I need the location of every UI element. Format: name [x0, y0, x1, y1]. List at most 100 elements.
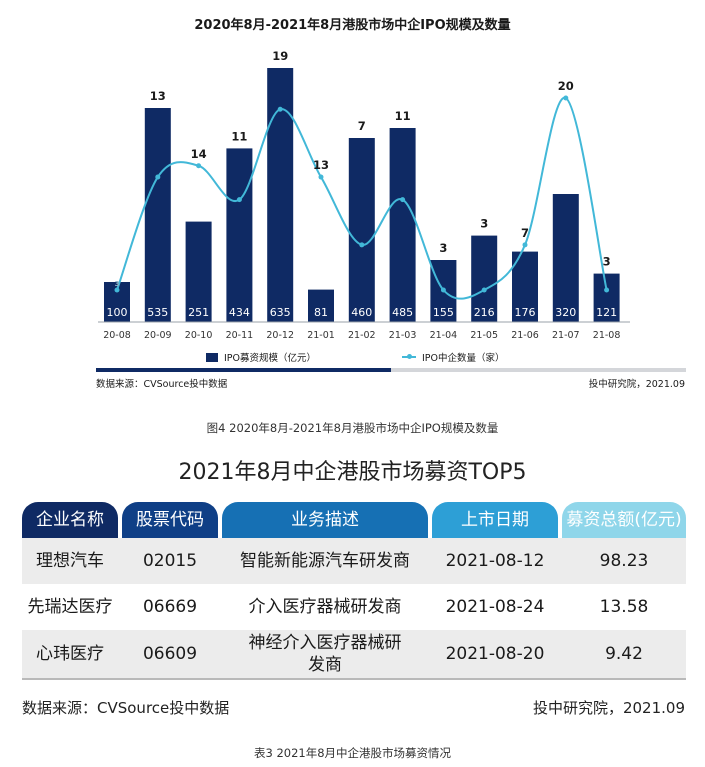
cell-amount: 98.23 — [599, 551, 649, 571]
cell-code: 06609 — [142, 644, 198, 664]
table-row: 心玮医疗 06609 神经介入医疗器械研发商 2021-08-20 9.42 — [22, 630, 686, 680]
table-caption: 表3 2021年8月中企港股市场募资情况 — [253, 746, 452, 760]
header-company: 企业名称 — [22, 502, 118, 538]
count-label: 3 — [439, 241, 447, 255]
cell-company: 心玮医疗 — [36, 644, 104, 664]
x-tick-label: 20-11 — [226, 330, 254, 341]
cell-date: 2021-08-20 — [445, 644, 545, 664]
x-tick-label: 21-08 — [593, 330, 621, 341]
count-label: 11 — [395, 109, 411, 123]
bar — [593, 273, 620, 322]
legend-line-label: IPO中企数量（家） — [422, 353, 505, 364]
x-tick-label: 21-05 — [470, 330, 498, 341]
header-business: 业务描述 — [222, 502, 428, 538]
count-label: 13 — [150, 89, 166, 103]
x-tick-label: 21-07 — [552, 330, 580, 341]
count-label: 7 — [521, 226, 529, 240]
bar — [308, 289, 334, 322]
bar-value-label: 216 — [474, 306, 495, 319]
bar — [144, 108, 171, 322]
bar — [226, 148, 253, 322]
table-row: 理想汽车 02015 智能新能源汽车研发商 2021-08-12 98.23 — [22, 538, 686, 584]
cell-code: 06669 — [142, 597, 198, 617]
bar — [267, 68, 294, 322]
progress-bar-fill — [96, 368, 391, 372]
x-tick-label: 21-02 — [348, 330, 376, 341]
bar-value-label: 100 — [107, 306, 128, 319]
x-tick-label: 21-03 — [389, 330, 417, 341]
count-label: 13 — [313, 158, 329, 172]
chart-caption: 图4 2020年8月-2021年8月港股市场中企IPO规模及数量 — [206, 421, 499, 435]
count-point — [236, 197, 242, 203]
count-label: 19 — [272, 49, 288, 63]
legend-bar-entry: IPO募资规模（亿元） — [206, 350, 316, 364]
legend-line-swatch — [402, 354, 416, 359]
bar-value-label: 485 — [392, 306, 413, 319]
bar-value-label: 121 — [596, 306, 617, 319]
cell-business: 神经介入医疗器械研发商 — [248, 633, 402, 675]
bar-value-label: 434 — [229, 306, 250, 319]
header-date: 上市日期 — [432, 502, 558, 538]
count-line — [116, 96, 608, 300]
table-source: 数据来源：CVSource投中数据 — [22, 699, 230, 717]
bar-value-label: 535 — [147, 306, 168, 319]
count-point — [440, 287, 446, 293]
bar — [471, 235, 498, 322]
x-tick-label: 20-09 — [144, 330, 172, 341]
count-label: 3 — [603, 255, 611, 269]
chart-title: 2020年8月-2021年8月港股市场中企IPO规模及数量 — [194, 18, 511, 33]
bar-value-label: 251 — [188, 306, 209, 319]
count-point — [604, 287, 610, 293]
table-row: 先瑞达医疗 06669 介入医疗器械研发商 2021-08-24 13.58 — [22, 584, 686, 630]
legend-bar-label: IPO募资规模（亿元） — [224, 353, 317, 364]
count-point — [359, 242, 365, 248]
count-point — [563, 95, 569, 101]
bar-value-label: 460 — [351, 306, 372, 319]
cell-date: 2021-08-24 — [445, 597, 545, 617]
cell-company: 先瑞达医疗 — [27, 597, 113, 617]
bar-value-label: 176 — [515, 306, 536, 319]
count-label: 20 — [558, 79, 574, 93]
cell-company: 理想汽车 — [36, 551, 104, 571]
count-point — [522, 242, 528, 248]
count-label: 7 — [358, 119, 366, 133]
chart-credit: 投中研究院，2021.09 — [588, 379, 685, 390]
count-point — [400, 197, 406, 203]
bar-value-label: 320 — [555, 306, 576, 319]
bar — [389, 128, 416, 322]
count-point — [318, 174, 324, 180]
bar — [348, 138, 375, 322]
progress-bar — [96, 368, 686, 372]
count-point — [196, 163, 202, 169]
cell-amount: 13.58 — [599, 597, 649, 617]
table-credit: 投中研究院，2021.09 — [532, 699, 685, 717]
count-label: 3 — [480, 217, 488, 231]
chart-source: 数据来源：CVSource投中数据 — [96, 379, 228, 390]
bar-value-label: 635 — [270, 306, 291, 319]
x-tick-label: 21-01 — [307, 330, 335, 341]
cell-code: 02015 — [142, 551, 198, 571]
x-tick-label: 20-08 — [103, 330, 131, 341]
count-point — [277, 106, 283, 112]
bar-value-label: 81 — [314, 306, 328, 319]
count-point — [114, 287, 120, 293]
header-amount: 募资总额(亿元) — [562, 502, 686, 538]
table-title: 2021年8月中企港股市场募资TOP5 — [178, 460, 527, 485]
bar — [552, 194, 579, 322]
cell-amount: 9.42 — [605, 644, 643, 664]
count-label: 3 — [115, 280, 120, 288]
count-label: 11 — [231, 129, 247, 143]
x-tick-label: 20-10 — [185, 330, 213, 341]
count-point — [155, 174, 161, 180]
x-tick-label: 20-12 — [266, 330, 294, 341]
cell-business: 智能新能源汽车研发商 — [240, 551, 410, 571]
legend-bar-swatch — [206, 352, 218, 362]
x-tick-label: 21-04 — [430, 330, 458, 341]
legend-line-entry: IPO中企数量（家） — [402, 350, 505, 364]
bar-value-label: 155 — [433, 306, 454, 319]
x-tick-label: 21-06 — [511, 330, 539, 341]
ipo-combo-chart: 100 535 251 434 635 81 460 485 155 216 176 320 12120… — [98, 49, 630, 341]
header-code: 股票代码 — [122, 502, 218, 538]
count-point — [481, 287, 487, 293]
bar — [185, 221, 212, 322]
